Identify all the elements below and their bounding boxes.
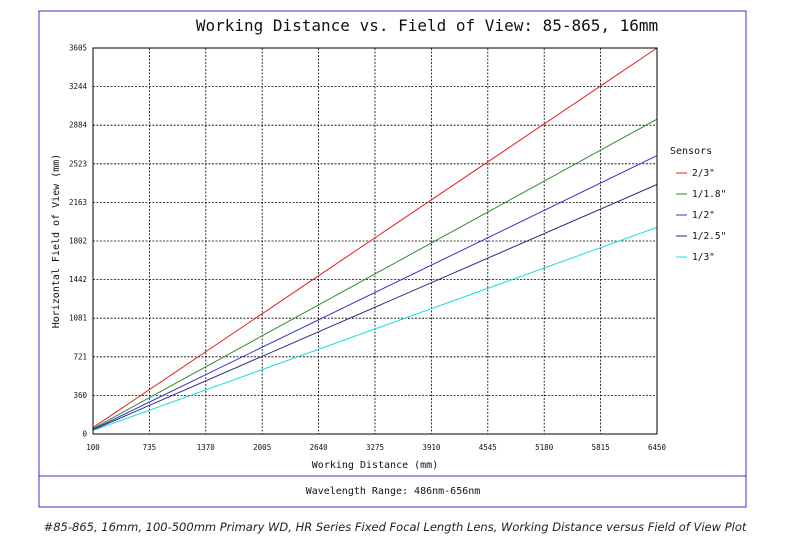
legend-entry: 1/3": [692, 252, 715, 263]
y-tick-label: 1802: [69, 237, 87, 246]
legend: Sensors 2/3" 1/1.8" 1/2" 1/2.5" 1/3": [670, 146, 726, 263]
series-line: [92, 155, 658, 430]
x-tick-label: 6450: [648, 443, 667, 452]
chart-title: Working Distance vs. Field of View: 85-8…: [196, 16, 658, 35]
y-tick-labels: 0 360 721 1081 1442 1802 2163 2523 2884 3244 3605: [69, 44, 88, 439]
series-lines: [92, 47, 658, 432]
outer-frame: [38, 10, 747, 508]
y-tick-label: 3605: [69, 44, 87, 53]
y-tick-label: 1442: [69, 275, 87, 284]
x-tick-label: 3910: [422, 443, 441, 452]
legend-entry: 1/2": [692, 210, 715, 221]
series-line: [92, 118, 658, 430]
x-tick-label: 3275: [366, 443, 384, 452]
y-tick-label: 3244: [69, 82, 88, 91]
x-tick-label: 5815: [592, 443, 610, 452]
y-tick-label: 2163: [69, 198, 87, 207]
x-tick-label: 5180: [535, 443, 554, 452]
legend-title: Sensors: [670, 146, 712, 157]
series-line: [92, 184, 658, 431]
x-tick-label: 4545: [479, 443, 497, 452]
series-line: [92, 47, 658, 428]
x-tick-label: 1370: [197, 443, 216, 452]
x-tick-label: 100: [86, 443, 100, 452]
plot-area-border: [92, 47, 658, 435]
legend-entry: 1/2.5": [692, 231, 726, 242]
x-tick-labels: 100 735 1370 2005 2640 3275 3910 4545 5180 5815 64…: [86, 443, 666, 452]
y-tick-label: 721: [73, 352, 87, 361]
y-tick-label: 1081: [69, 314, 87, 323]
wavelength-range: Wavelength Range: 486nm-656nm: [306, 486, 481, 497]
x-axis-label: Working Distance (mm): [312, 460, 438, 471]
grid: [93, 48, 657, 434]
y-tick-label: 2884: [69, 121, 88, 130]
x-tick-label: 735: [143, 443, 157, 452]
y-tick-label: 360: [73, 391, 87, 400]
legend-entry: 1/1.8": [692, 189, 726, 200]
series-line: [92, 226, 658, 432]
x-tick-label: 2005: [253, 443, 271, 452]
y-tick-label: 2523: [69, 159, 87, 168]
y-axis-label: Horizontal Field of View (mm): [51, 154, 62, 329]
y-tick-label: 0: [82, 430, 87, 439]
x-tick-label: 2640: [310, 443, 329, 452]
figure-caption: #85-865, 16mm, 100-500mm Primary WD, HR …: [43, 520, 747, 534]
legend-entry: 2/3": [692, 168, 715, 179]
